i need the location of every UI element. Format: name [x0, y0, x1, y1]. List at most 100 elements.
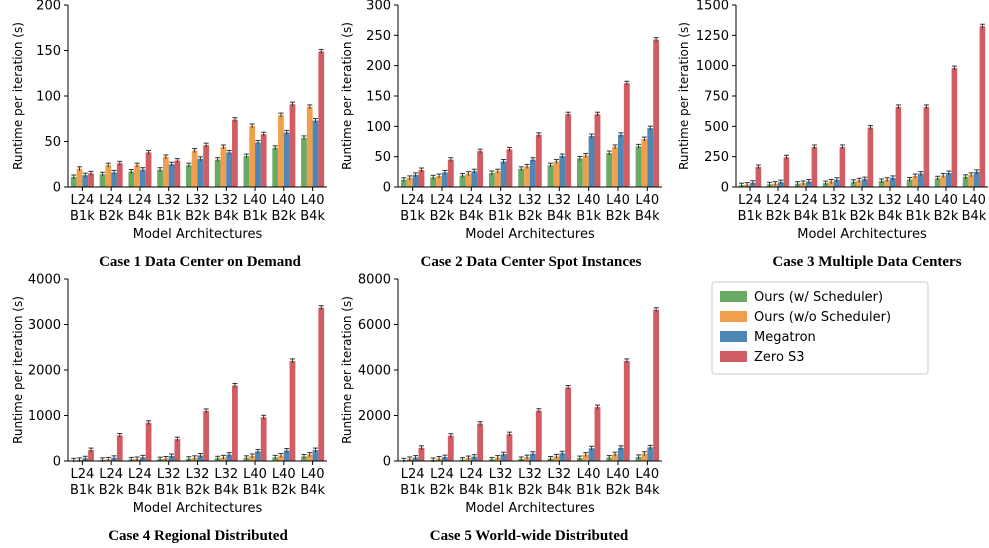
bar-chart2-zero-s3-l32-b2k [535, 134, 542, 187]
bar-chart2-ours-w-scheduler-l32-b4k [547, 165, 554, 187]
bar-chart2-ours-w-scheduler-l32-b2k [518, 168, 525, 187]
bar-chart5-megatron-l32-b1k [500, 454, 507, 461]
x-tick-label: B4k [128, 209, 153, 224]
x-tick-label: L32 [186, 467, 210, 482]
bar-chart5-ours-w-o-scheduler-l40-b1k [582, 454, 589, 461]
x-tick-label: L32 [157, 193, 181, 208]
x-tick-label: B1k [243, 209, 268, 224]
x-tick-label: B2k [99, 209, 124, 224]
y-tick-label: 4000 [358, 364, 391, 379]
legend-frame [711, 281, 929, 375]
x-tick-label: B1k [822, 209, 847, 224]
legend-swatch-megatron [720, 331, 747, 342]
bar-chart1-ours-w-scheduler-l40-b1k [243, 156, 250, 187]
bar-chart3-megatron-l24-b1k [750, 182, 756, 187]
bar-chart3-ours-w-o-scheduler-l32-b2k [856, 180, 862, 187]
bar-chart2-zero-s3-l24-b4k [477, 151, 484, 187]
x-tick-label: B4k [300, 209, 325, 224]
x-tick-label: L32 [547, 467, 571, 482]
x-tick-label: B2k [518, 483, 543, 498]
x-tick-label: L32 [489, 193, 513, 208]
x-tick-label: L24 [459, 467, 483, 482]
bar-chart2-ours-w-o-scheduler-l40-b1k [582, 155, 589, 187]
x-tick-label: B2k [185, 209, 210, 224]
bar-chart2-ours-w-o-scheduler-l40-b2k [612, 146, 618, 187]
bar-chart2-megatron-l24-b2k [442, 172, 448, 187]
bar-chart5-megatron-l40-b2k [618, 447, 624, 461]
x-tick-label: B4k [214, 483, 239, 498]
chart-caption: Case 2 Data Center Spot Instances [421, 254, 642, 270]
x-tick-label: L40 [606, 193, 630, 208]
x-tick-label: B2k [271, 483, 296, 498]
bar-chart1-ours-w-scheduler-l24-b4k [128, 171, 135, 187]
x-tick-label: B2k [606, 209, 631, 224]
x-tick-label: L24 [128, 467, 152, 482]
legend-label-ours-with-scheduler: Ours (w/ Scheduler) [754, 290, 883, 305]
x-tick-label: B2k [99, 483, 124, 498]
x-tick-label: L40 [606, 467, 630, 482]
bar-chart3-ours-w-scheduler-l40-b2k [934, 178, 941, 187]
x-tick-label: L40 [577, 467, 601, 482]
charts-layer: 050100150200L24B1kL24B2kL24B4kL32B1kL32B… [11, 0, 988, 544]
bar-chart2-ours-w-scheduler-l40-b4k [635, 146, 642, 187]
bar-chart4-megatron-l32-b2k [197, 455, 204, 461]
y-tick-label: 6000 [358, 318, 391, 333]
chart-caption: Case 3 Multiple Data Centers [772, 254, 961, 270]
x-tick-label: L24 [766, 193, 790, 208]
bar-chart3-zero-s3-l40-b4k [979, 26, 986, 187]
x-tick-label: L32 [518, 467, 542, 482]
x-tick-label: B1k [576, 483, 601, 498]
legend-entry-megatron: Megatron [720, 330, 816, 345]
x-tick-label: B1k [70, 209, 95, 224]
x-tick-label: B1k [488, 209, 513, 224]
y-tick-label: 50 [44, 135, 61, 150]
y-tick-label: 0 [383, 455, 391, 470]
bar-chart4-zero-s3-l24-b2k [116, 435, 123, 461]
x-tick-label: L24 [70, 467, 94, 482]
x-tick-label: L24 [401, 193, 425, 208]
y-tick-label: 200 [366, 59, 391, 74]
bar-chart1-ours-w-o-scheduler-l24-b2k [105, 165, 112, 187]
bar-chart3-megatron-l32-b1k [834, 179, 840, 187]
bar-chart5-megatron-l40-b4k [647, 447, 654, 461]
bar-chart2-megatron-l32-b2k [530, 159, 536, 187]
x-tick-label: L40 [962, 193, 986, 208]
bar-chart1-ours-w-scheduler-l40-b2k [272, 147, 279, 187]
bar-chart1-megatron-l32-b4k [226, 152, 233, 187]
bar-chart1-megatron-l40-b2k [283, 132, 290, 187]
x-tick-label: B1k [400, 483, 425, 498]
bar-chart3-zero-s3-l32-b4k [895, 106, 902, 187]
x-tick-label: B1k [906, 209, 931, 224]
bar-chart1-ours-w-scheduler-l40-b4k [301, 137, 307, 187]
bar-chart3-ours-w-o-scheduler-l40-b1k [912, 176, 918, 187]
bar-chart5-zero-s3-l32-b2k [535, 410, 542, 461]
bar-chart5-zero-s3-l32-b4k [565, 387, 572, 461]
x-tick-label: L40 [272, 467, 296, 482]
x-tick-label: L32 [850, 193, 874, 208]
bar-chart1-megatron-l32-b2k [197, 158, 204, 187]
bar-chart4-ours-w-o-scheduler-l40-b4k [306, 454, 313, 461]
bar-chart2-ours-w-o-scheduler-l32-b2k [524, 166, 530, 187]
y-tick-label: 100 [366, 120, 391, 135]
y-tick-label: 1250 [696, 29, 729, 44]
x-axis-label: Model Architectures [133, 227, 263, 242]
bar-chart1-zero-s3-l32-b4k [232, 119, 238, 187]
y-tick-label: 1500 [696, 0, 729, 14]
bar-chart2-ours-w-o-scheduler-l40-b4k [641, 139, 648, 187]
x-tick-label: B4k [547, 483, 572, 498]
x-tick-label: L32 [822, 193, 846, 208]
bar-chart4-zero-s3-l32-b2k [203, 410, 210, 461]
y-tick-label: 1000 [696, 59, 729, 74]
x-tick-label: B4k [459, 483, 484, 498]
legend-entry-ours-without-scheduler: Ours (w/o Scheduler) [720, 310, 891, 325]
y-tick-label: 500 [704, 120, 729, 135]
x-axis-label: Model Architectures [797, 227, 927, 242]
x-tick-label: L40 [635, 467, 659, 482]
y-tick-label: 0 [721, 181, 729, 196]
bar-chart1-megatron-l40-b4k [312, 120, 319, 187]
legend-entry-zero-s3: Zero S3 [720, 350, 805, 365]
x-tick-label: B1k [156, 209, 181, 224]
chart-caption: Case 1 Data Center on Demand [99, 254, 301, 270]
x-tick-label: B4k [794, 209, 819, 224]
bar-chart2-zero-s3-l32-b1k [506, 149, 513, 187]
